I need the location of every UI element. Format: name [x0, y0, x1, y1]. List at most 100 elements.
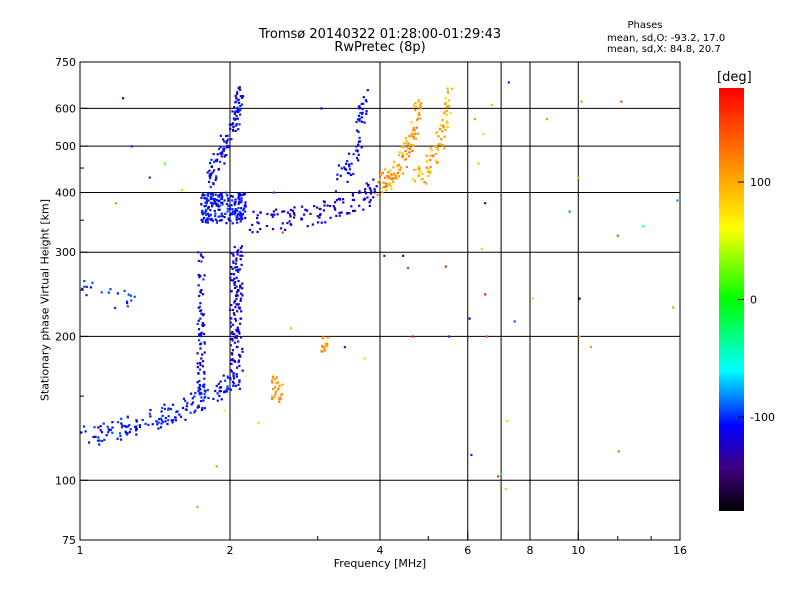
- data-point: [232, 372, 235, 375]
- data-point: [293, 213, 296, 216]
- data-point: [442, 144, 445, 147]
- data-point: [362, 102, 365, 105]
- data-point: [219, 215, 222, 218]
- data-point: [373, 188, 376, 191]
- data-point: [273, 213, 276, 216]
- data-point: [216, 153, 219, 156]
- data-point: [134, 429, 138, 432]
- data-point: [236, 106, 239, 109]
- data-point: [157, 421, 160, 424]
- data-point: [85, 294, 88, 297]
- data-point: [412, 126, 415, 129]
- data-point: [386, 183, 389, 186]
- data-point: [217, 167, 220, 171]
- data-point: [271, 215, 274, 218]
- data-point: [280, 397, 283, 400]
- data-point: [198, 332, 201, 336]
- data-point: [98, 439, 101, 442]
- data-point: [311, 223, 314, 226]
- data-point: [360, 146, 363, 149]
- y-tick-label: 600: [55, 102, 76, 115]
- data-point: [200, 254, 203, 258]
- data-point: [351, 194, 354, 197]
- data-point: [620, 100, 623, 103]
- data-point: [229, 377, 232, 380]
- data-point: [293, 216, 296, 219]
- data-point: [201, 220, 204, 223]
- data-point: [326, 336, 329, 339]
- data-point: [366, 89, 369, 92]
- data-point: [210, 192, 213, 196]
- data-point: [171, 421, 174, 424]
- data-point: [231, 267, 234, 270]
- data-point: [219, 380, 222, 383]
- data-point: [218, 147, 221, 151]
- data-point: [241, 213, 244, 216]
- phase-stats-heading: Phases: [627, 20, 663, 31]
- data-point: [329, 204, 332, 208]
- data-point: [238, 201, 241, 204]
- data-point: [200, 289, 203, 292]
- data-point: [238, 387, 241, 390]
- data-point: [468, 317, 471, 320]
- data-point: [334, 208, 337, 211]
- data-point: [235, 293, 238, 296]
- data-point: [419, 105, 422, 108]
- data-point: [229, 325, 232, 328]
- data-point: [272, 210, 275, 213]
- data-point: [237, 289, 240, 292]
- data-point: [412, 135, 415, 139]
- data-point: [223, 140, 226, 143]
- data-point: [239, 286, 242, 289]
- data-point: [109, 288, 112, 291]
- data-point: [390, 187, 393, 190]
- data-point: [401, 172, 405, 175]
- data-point: [357, 114, 361, 117]
- data-point: [389, 182, 392, 185]
- data-point: [229, 290, 232, 293]
- data-points: [80, 81, 679, 508]
- data-point: [214, 193, 217, 196]
- data-point: [352, 153, 355, 156]
- data-point: [236, 294, 239, 297]
- data-point: [240, 197, 243, 200]
- data-point: [413, 168, 416, 171]
- data-point: [435, 131, 438, 134]
- data-point: [215, 199, 218, 202]
- data-point: [402, 142, 406, 145]
- data-point: [239, 247, 242, 250]
- data-point: [234, 101, 237, 104]
- data-point: [440, 138, 443, 141]
- data-point: [416, 117, 419, 120]
- data-point: [240, 215, 243, 218]
- data-point: [484, 293, 487, 296]
- data-point: [231, 353, 234, 356]
- data-point: [184, 399, 187, 402]
- data-point: [199, 361, 202, 365]
- data-point: [163, 162, 166, 165]
- data-point: [290, 223, 293, 226]
- data-point: [236, 209, 239, 212]
- data-point: [306, 209, 309, 212]
- data-point: [507, 81, 510, 84]
- data-point: [201, 324, 204, 327]
- data-point: [398, 154, 401, 157]
- data-point: [411, 149, 414, 152]
- data-point: [182, 397, 185, 400]
- data-point: [407, 142, 410, 145]
- data-point: [236, 366, 239, 369]
- data-point: [229, 252, 233, 255]
- data-point: [241, 287, 244, 290]
- data-point: [252, 210, 255, 213]
- data-point: [166, 422, 169, 426]
- data-point: [156, 423, 159, 426]
- data-point: [355, 156, 359, 160]
- data-point: [209, 185, 212, 189]
- data-point: [204, 204, 207, 207]
- data-point: [239, 285, 242, 288]
- data-point: [368, 187, 371, 190]
- data-point: [174, 419, 178, 422]
- data-point: [235, 269, 238, 272]
- data-point: [367, 184, 370, 187]
- x-tick-label: 4: [377, 544, 384, 557]
